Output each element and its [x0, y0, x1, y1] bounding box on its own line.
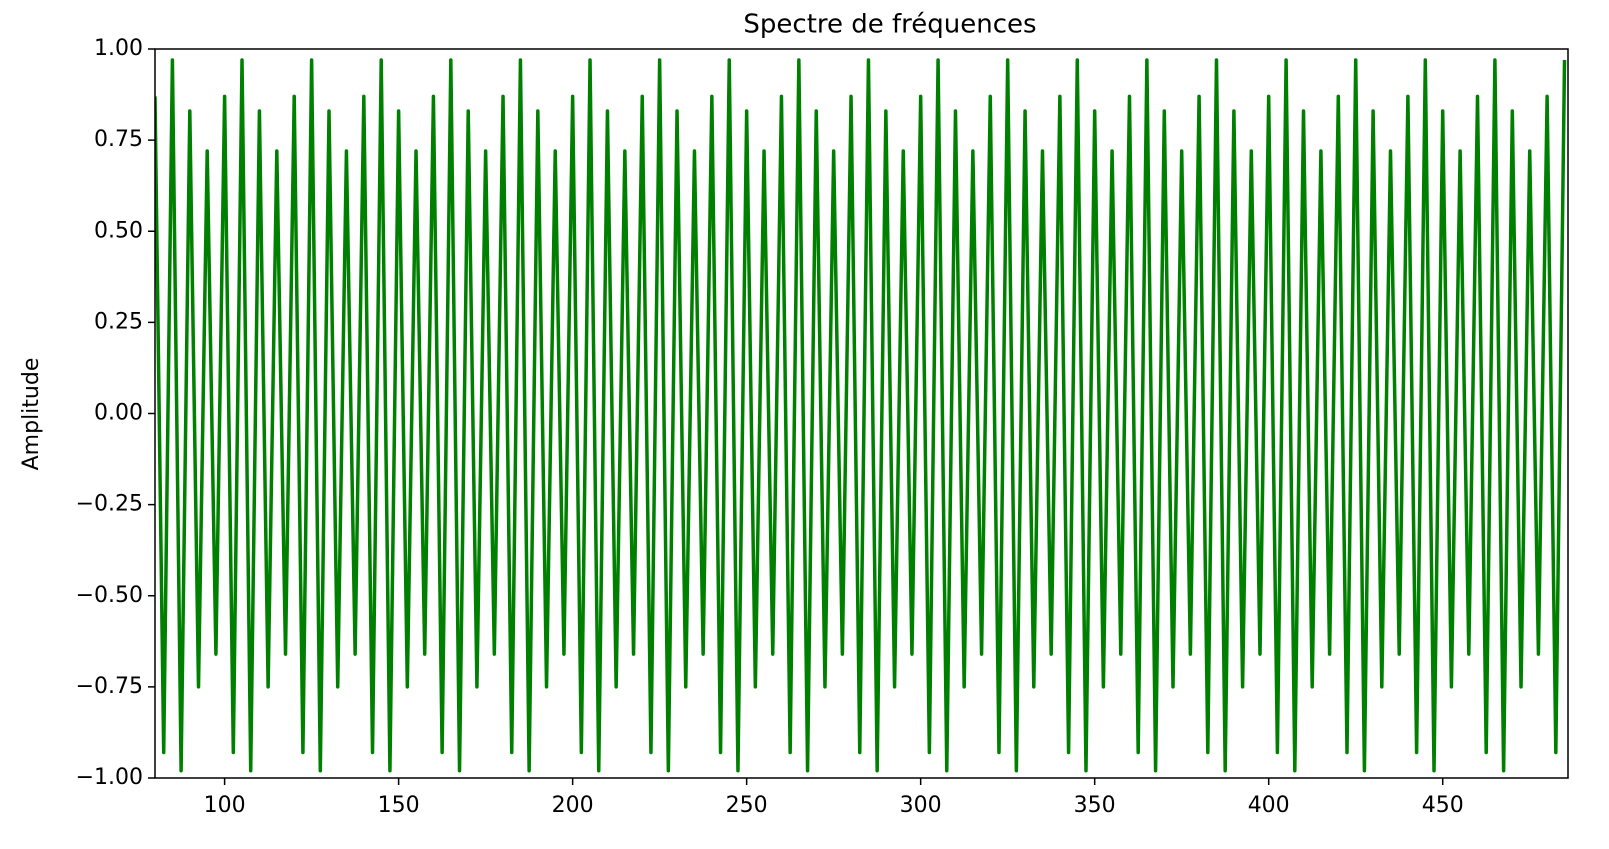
x-tick-label: 350	[1074, 793, 1116, 818]
y-tick-label: 0.75	[94, 127, 143, 152]
y-tick-label: −1.00	[76, 765, 143, 790]
x-tick-label: 200	[552, 793, 594, 818]
x-tick-label: 250	[726, 793, 768, 818]
y-tick-label: 0.25	[94, 309, 143, 334]
data-line	[155, 58, 1567, 773]
x-tick-label: 450	[1422, 793, 1464, 818]
x-tick-label: 300	[900, 793, 942, 818]
y-tick-label: 0.50	[94, 218, 143, 243]
y-tick-label: 1.00	[94, 36, 143, 61]
y-axis-label: Amplitude	[19, 358, 44, 471]
plot-frame	[154, 48, 1569, 779]
x-tick-label: 150	[378, 793, 420, 818]
chart-title: Spectre de fréquences	[743, 10, 1036, 40]
y-tick-label: 0.00	[94, 401, 143, 426]
y-tick-label: −0.50	[76, 583, 143, 608]
x-tick-label: 100	[204, 793, 246, 818]
y-tick-label: −0.25	[76, 492, 143, 517]
y-tick-label: −0.75	[76, 674, 143, 699]
x-tick-label: 400	[1248, 793, 1290, 818]
